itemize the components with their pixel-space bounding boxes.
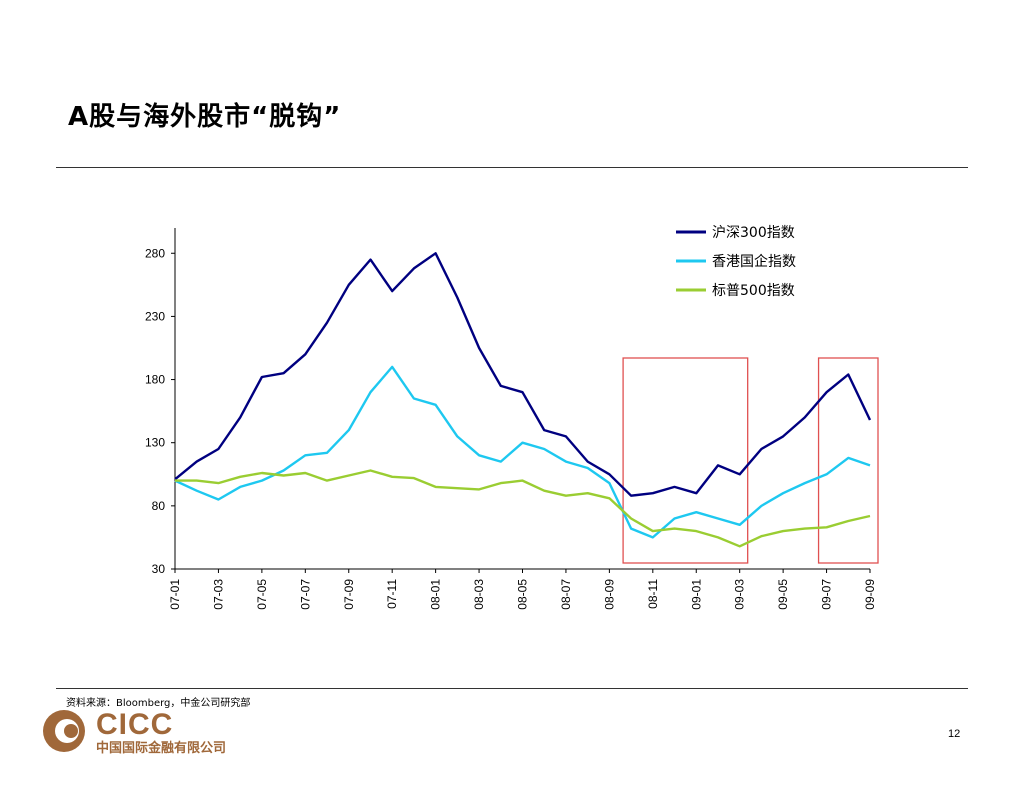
footer-divider: [56, 688, 968, 689]
chart-axes: 30 80 130 180 230 280 07-01 07-03 07-05 07-07 07-0…: [145, 228, 877, 610]
title-divider: [56, 167, 968, 168]
cicc-logo-icon: [43, 710, 85, 752]
highlight-box: [817, 357, 879, 564]
logo-text: CICC: [96, 708, 174, 741]
x-tick-label: 09-03: [733, 579, 747, 610]
source-note: 资料来源：Bloomberg，中金公司研究部: [66, 698, 251, 709]
highlight-box: [622, 357, 749, 564]
legend-label-1: 香港国企指数: [712, 253, 796, 270]
y-tick-label: 30: [152, 562, 166, 576]
x-tick-label: 09-05: [776, 579, 790, 610]
x-tick-label: 07-05: [255, 579, 269, 610]
page-number: 12: [948, 728, 961, 740]
y-tick-label: 280: [145, 246, 165, 260]
x-tick-label: 08-11: [646, 579, 660, 609]
legend-label-0: 沪深300指数: [712, 225, 795, 241]
y-tick-label: 180: [145, 373, 165, 387]
y-tick-label: 230: [145, 309, 165, 323]
x-tick-label: 08-09: [602, 579, 616, 610]
x-tick-label: 08-03: [472, 579, 486, 610]
series-line-2: [175, 469, 871, 548]
page-title: A股与海外股市“脱钩”: [68, 102, 342, 132]
x-tick-label: 07-03: [211, 579, 225, 610]
x-tick-label: 07-07: [298, 579, 312, 610]
series-line-0: [174, 252, 872, 497]
x-tick-label: 09-01: [689, 579, 703, 610]
logo-subtitle: 中国国际金融有限公司: [96, 741, 227, 756]
x-tick-label: 08-07: [559, 579, 573, 610]
x-tick-label: 09-07: [820, 579, 834, 610]
legend-label-2: 标普500指数: [712, 283, 795, 299]
x-tick-label: 07-11: [385, 579, 399, 609]
x-tick-label: 08-01: [429, 579, 443, 610]
y-tick-label: 80: [152, 499, 166, 513]
series-line-1: [174, 365, 871, 539]
y-tick-label: 130: [145, 436, 165, 450]
x-tick-label: 07-01: [168, 579, 182, 610]
highlight-boxes: [622, 357, 879, 564]
x-tick-label: 09-09: [863, 579, 877, 610]
chart-series: [174, 252, 872, 548]
x-tick-label: 08-05: [516, 579, 530, 610]
x-tick-label: 07-09: [342, 579, 356, 610]
